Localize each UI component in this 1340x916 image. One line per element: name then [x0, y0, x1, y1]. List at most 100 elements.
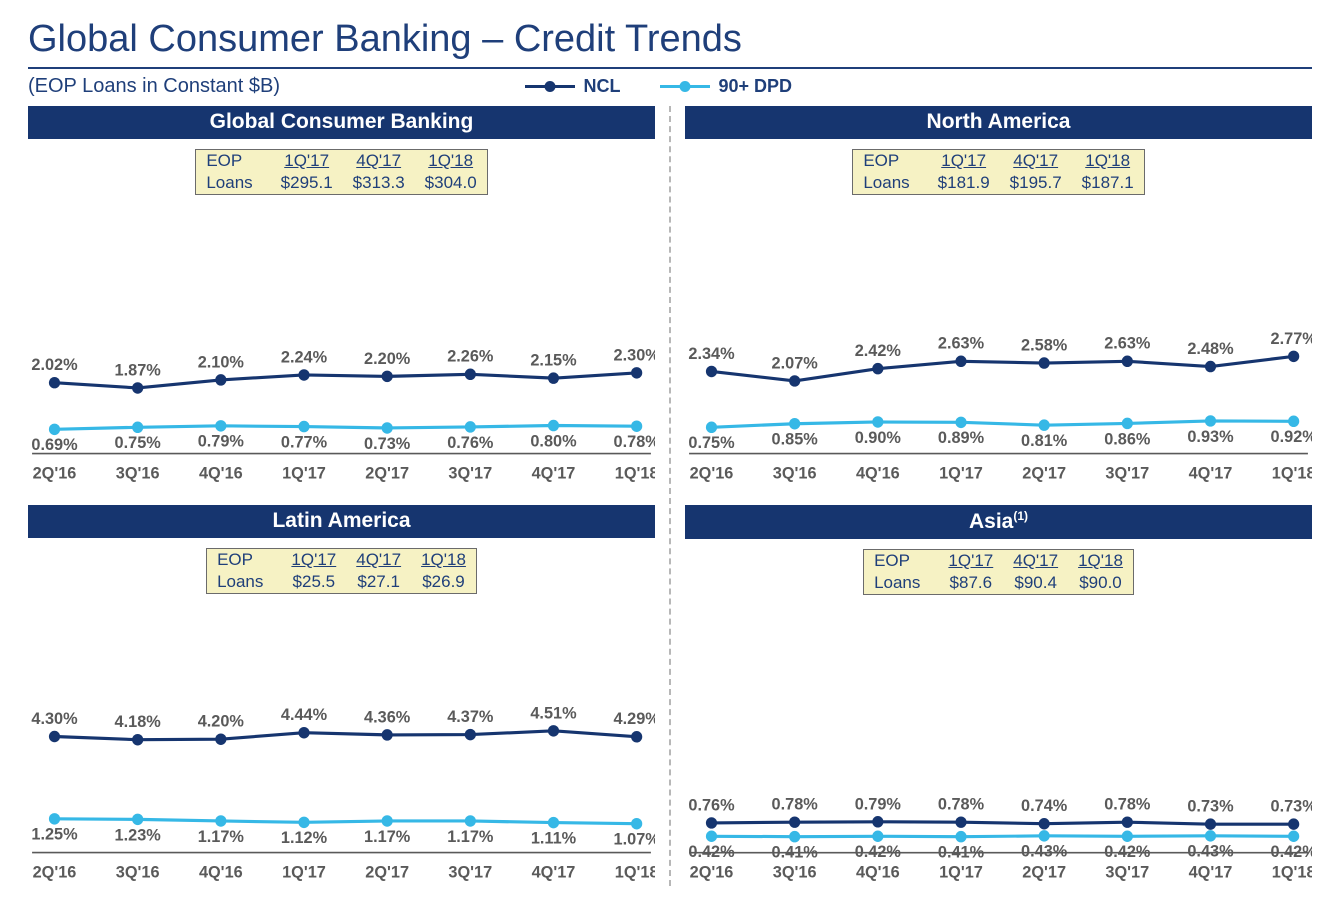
- ncl-marker: [49, 731, 60, 742]
- ncl-value-label: 2.48%: [1187, 340, 1234, 358]
- x-axis-label: 3Q'17: [448, 863, 492, 881]
- x-axis-label: 2Q'16: [690, 464, 734, 482]
- dpd-value-label: 0.41%: [772, 843, 819, 861]
- ncl-value-label: 0.78%: [1104, 796, 1151, 814]
- ncl-value-label: 0.78%: [772, 796, 819, 814]
- dpd-value-label: 1.23%: [115, 826, 162, 844]
- panel-na: North AmericaEOP1Q'174Q'171Q'18Loans$181…: [685, 106, 1312, 487]
- dpd-value-label: 0.92%: [1271, 428, 1312, 446]
- ncl-marker: [1122, 356, 1133, 367]
- ncl-marker: [872, 363, 883, 374]
- eop-period: 1Q'17: [281, 549, 346, 571]
- ncl-value-label: 2.34%: [688, 345, 735, 363]
- x-axis-label: 1Q'18: [1272, 464, 1312, 482]
- dpd-value-label: 0.69%: [31, 436, 78, 454]
- eop-period: 1Q'17: [928, 150, 1000, 172]
- dpd-marker: [706, 831, 717, 842]
- ncl-value-label: 2.15%: [530, 351, 577, 369]
- x-axis-label: 1Q'17: [939, 864, 983, 882]
- x-axis-label: 2Q'17: [1022, 464, 1066, 482]
- ncl-value-label: 0.73%: [1187, 797, 1234, 815]
- eop-value: $90.4: [1003, 572, 1068, 594]
- x-axis-label: 4Q'16: [199, 863, 243, 881]
- eop-label-row1: EOP: [853, 150, 927, 172]
- dpd-marker: [49, 813, 60, 824]
- ncl-marker: [465, 729, 476, 740]
- dpd-marker: [955, 417, 966, 428]
- eop-loans-box: EOP1Q'174Q'171Q'18Loans$25.5$27.1$26.9: [206, 548, 477, 594]
- x-axis-label: 4Q'16: [856, 864, 900, 882]
- ncl-value-label: 4.51%: [530, 704, 577, 722]
- dpd-marker: [706, 422, 717, 433]
- panel-header: Latin America: [28, 505, 655, 538]
- legend-ncl: NCL: [525, 76, 620, 97]
- ncl-value-label: 0.73%: [1271, 797, 1312, 815]
- ncl-marker: [789, 375, 800, 386]
- ncl-value-label: 0.74%: [1021, 797, 1068, 815]
- ncl-value-label: 2.42%: [855, 342, 902, 360]
- ncl-marker: [382, 729, 393, 740]
- dpd-value-label: 1.25%: [31, 826, 78, 844]
- x-axis-label: 4Q'17: [532, 464, 576, 482]
- dpd-value-label: 0.41%: [938, 843, 985, 861]
- eop-label-row1: EOP: [207, 549, 281, 571]
- eop-label-row1: EOP: [196, 150, 270, 172]
- x-axis-label: 3Q'17: [448, 464, 492, 482]
- eop-label-row2: Loans: [196, 172, 270, 194]
- x-axis-label: 3Q'16: [773, 864, 817, 882]
- x-axis-label: 3Q'16: [116, 464, 160, 482]
- eop-period: 1Q'18: [411, 549, 476, 571]
- x-axis-label: 1Q'18: [1272, 864, 1312, 882]
- x-axis-label: 4Q'17: [1189, 864, 1233, 882]
- ncl-marker: [132, 382, 143, 393]
- dpd-value-label: 1.17%: [198, 828, 245, 846]
- eop-value: $187.1: [1072, 172, 1144, 194]
- title-rule: [28, 67, 1312, 69]
- ncl-value-label: 2.63%: [1104, 335, 1151, 353]
- eop-period: 1Q'18: [415, 150, 487, 172]
- x-axis-label: 2Q'17: [365, 464, 409, 482]
- dpd-marker: [132, 422, 143, 433]
- ncl-value-label: 0.78%: [938, 796, 985, 814]
- ncl-value-label: 4.36%: [364, 708, 411, 726]
- dpd-value-label: 0.76%: [447, 434, 494, 452]
- x-axis-label: 2Q'17: [365, 863, 409, 881]
- subtitle-row: (EOP Loans in Constant $B) NCL 90+ DPD: [28, 75, 1312, 98]
- eop-period: 4Q'17: [1003, 550, 1068, 572]
- ncl-marker: [298, 727, 309, 738]
- ncl-marker: [215, 733, 226, 744]
- dpd-value-label: 1.17%: [364, 828, 411, 846]
- dpd-marker: [631, 420, 642, 431]
- eop-period: 4Q'17: [1000, 150, 1072, 172]
- dpd-marker: [1039, 830, 1050, 841]
- ncl-marker: [298, 369, 309, 380]
- ncl-value-label: 2.07%: [772, 354, 819, 372]
- ncl-marker: [872, 816, 883, 827]
- page-title: Global Consumer Banking – Credit Trends: [28, 18, 1312, 61]
- ncl-marker: [215, 374, 226, 385]
- dpd-marker: [955, 831, 966, 842]
- dpd-marker: [49, 424, 60, 435]
- ncl-value-label: 2.58%: [1021, 336, 1068, 354]
- dpd-value-label: 0.93%: [1187, 428, 1234, 446]
- dpd-value-label: 1.11%: [531, 829, 577, 847]
- ncl-value-label: 0.79%: [855, 795, 902, 813]
- dpd-marker: [465, 815, 476, 826]
- ncl-marker: [706, 817, 717, 828]
- dpd-marker: [1122, 418, 1133, 429]
- dpd-marker: [382, 815, 393, 826]
- eop-period: 4Q'17: [346, 549, 411, 571]
- x-axis-label: 3Q'17: [1105, 864, 1149, 882]
- ncl-value-label: 2.02%: [31, 356, 78, 374]
- ncl-value-label: 4.37%: [447, 708, 494, 726]
- x-axis-label: 1Q'17: [282, 464, 326, 482]
- ncl-marker: [706, 366, 717, 377]
- x-axis-label: 4Q'17: [532, 863, 576, 881]
- dpd-value-label: 0.90%: [855, 429, 902, 447]
- ncl-value-label: 4.20%: [198, 712, 245, 730]
- x-axis-label: 2Q'16: [33, 464, 77, 482]
- dpd-marker: [298, 817, 309, 828]
- eop-period: 1Q'18: [1068, 550, 1133, 572]
- ncl-value-label: 2.77%: [1271, 330, 1312, 348]
- eop-label-row2: Loans: [853, 172, 927, 194]
